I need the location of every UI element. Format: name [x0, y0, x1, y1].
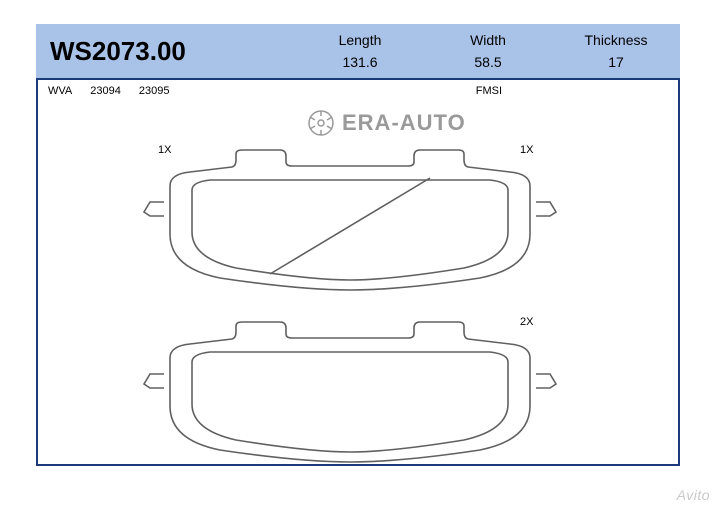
dim-thickness: Thickness 17	[552, 24, 680, 78]
brand-logo-icon	[306, 108, 336, 138]
brake-pad-top	[140, 142, 560, 294]
wva-label: WVA	[48, 85, 72, 97]
dim-length: Length 131.6	[296, 24, 424, 78]
part-number-text: WS2073.00	[50, 36, 186, 67]
part-number: WS2073.00	[36, 24, 296, 78]
wva-code-0: 23094	[90, 85, 121, 97]
dim-length-value: 131.6	[342, 54, 377, 70]
watermark: Avito	[677, 487, 710, 503]
header-row: WS2073.00 Length 131.6 Width 58.5 Thickn…	[36, 24, 680, 80]
qty-bottom-right: 2X	[520, 316, 533, 328]
dim-thickness-label: Thickness	[584, 32, 647, 48]
dim-length-label: Length	[339, 32, 382, 48]
qty-top-right: 1X	[520, 144, 533, 156]
wva-code-1: 23095	[139, 85, 170, 97]
brand-logo-text: ERA-AUTO	[342, 110, 466, 136]
brake-pad-bottom	[140, 314, 560, 466]
fmsi-label: FMSI	[476, 85, 502, 97]
codes-right: FMSI	[476, 85, 680, 97]
codes-left: WVA 23094 23095	[36, 85, 476, 97]
dim-width: Width 58.5	[424, 24, 552, 78]
brand-logo: ERA-AUTO	[306, 108, 466, 138]
qty-top-left: 1X	[158, 144, 171, 156]
dim-width-label: Width	[470, 32, 506, 48]
dim-thickness-value: 17	[608, 54, 624, 70]
dim-width-value: 58.5	[474, 54, 501, 70]
codes-row: WVA 23094 23095 FMSI	[36, 80, 680, 102]
